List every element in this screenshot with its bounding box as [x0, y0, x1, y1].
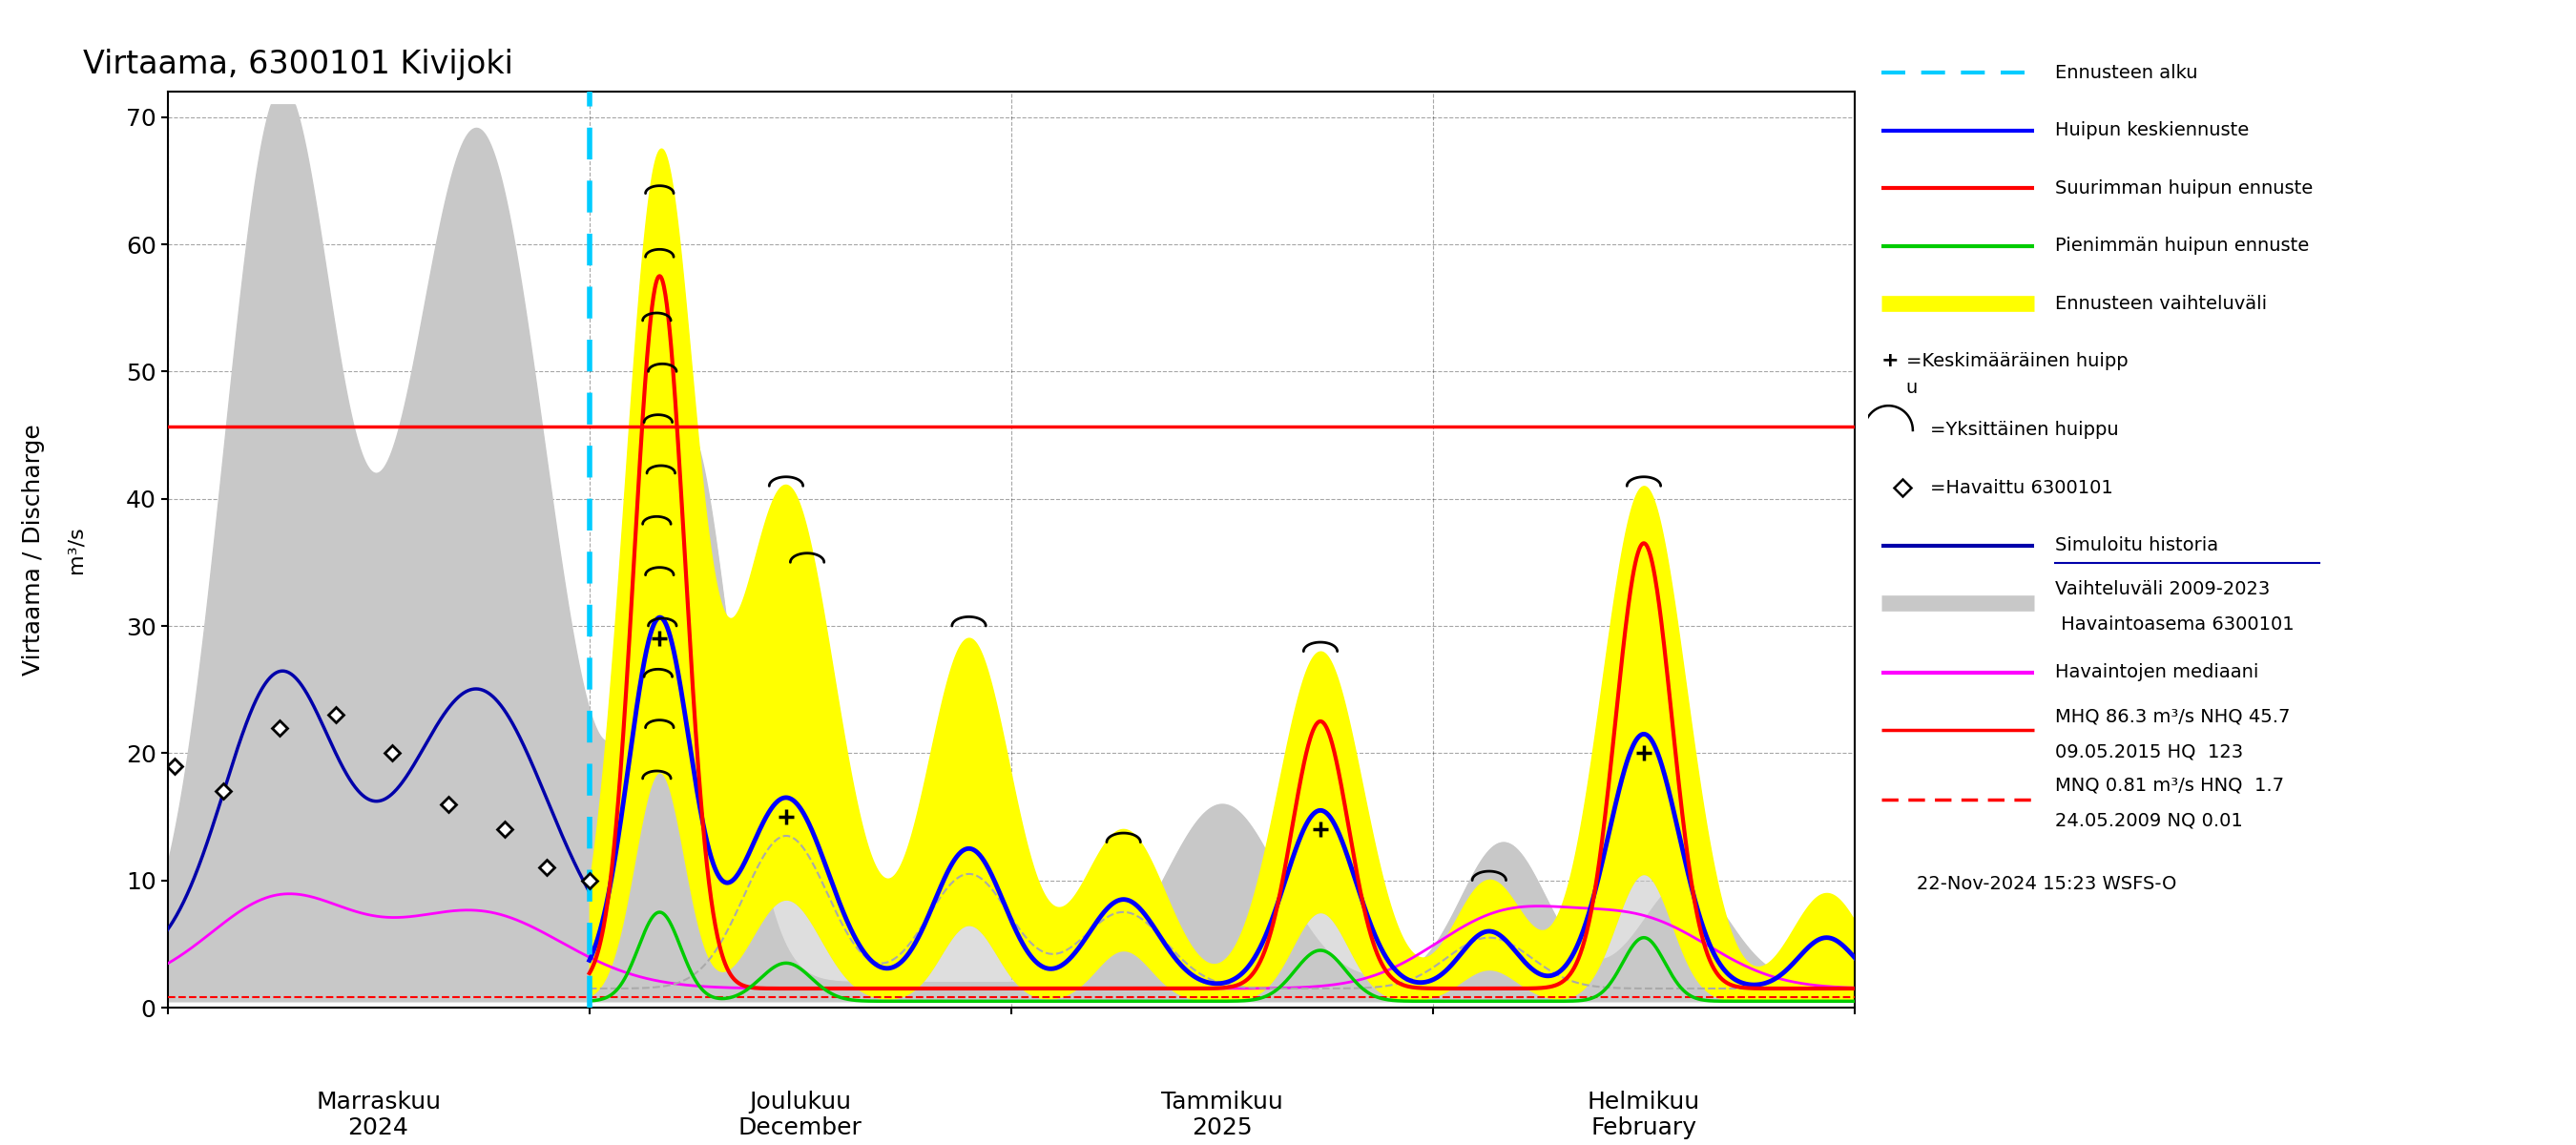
Text: MHQ 86.3 m³/s NHQ 45.7: MHQ 86.3 m³/s NHQ 45.7 — [2056, 708, 2290, 725]
Text: 24.05.2009 NQ 0.01: 24.05.2009 NQ 0.01 — [2056, 812, 2244, 830]
Text: =Havaittu 6300101: =Havaittu 6300101 — [1929, 479, 2112, 497]
Text: m³/s: m³/s — [67, 526, 85, 574]
Text: Ennusteen alku: Ennusteen alku — [2056, 64, 2197, 81]
Text: =Keskimääräinen huipp: =Keskimääräinen huipp — [1906, 352, 2128, 370]
Text: Simuloitu historia: Simuloitu historia — [2056, 537, 2218, 554]
Text: 22-Nov-2024 15:23 WSFS-O: 22-Nov-2024 15:23 WSFS-O — [1917, 875, 2177, 893]
Text: Havaintojen mediaani: Havaintojen mediaani — [2056, 663, 2259, 681]
Text: Vaihteluväli 2009-2023: Vaihteluväli 2009-2023 — [2056, 581, 2269, 599]
Text: Havaintoasema 6300101: Havaintoasema 6300101 — [2056, 616, 2295, 634]
Text: Tammikuu
2025: Tammikuu 2025 — [1162, 1090, 1283, 1139]
Text: Suurimman huipun ennuste: Suurimman huipun ennuste — [2056, 179, 2313, 197]
Text: =Yksittäinen huippu: =Yksittäinen huippu — [1929, 421, 2117, 440]
Text: +: + — [1880, 352, 1899, 371]
Text: Virtaama / Discharge: Virtaama / Discharge — [23, 424, 46, 676]
Text: Joulukuu
December: Joulukuu December — [739, 1090, 863, 1139]
Text: u: u — [1906, 379, 1917, 397]
Text: MNQ 0.81 m³/s HNQ  1.7: MNQ 0.81 m³/s HNQ 1.7 — [2056, 776, 2285, 795]
Text: Virtaama, 6300101 Kivijoki: Virtaama, 6300101 Kivijoki — [82, 48, 513, 80]
Text: Helmikuu
February: Helmikuu February — [1587, 1090, 1700, 1139]
Text: Huipun keskiennuste: Huipun keskiennuste — [2056, 121, 2249, 140]
Text: Pienimmän huipun ennuste: Pienimmän huipun ennuste — [2056, 237, 2311, 255]
Text: 09.05.2015 HQ  123: 09.05.2015 HQ 123 — [2056, 743, 2244, 760]
Text: Ennusteen vaihteluväli: Ennusteen vaihteluväli — [2056, 294, 2267, 313]
Text: Marraskuu
2024: Marraskuu 2024 — [317, 1090, 440, 1139]
